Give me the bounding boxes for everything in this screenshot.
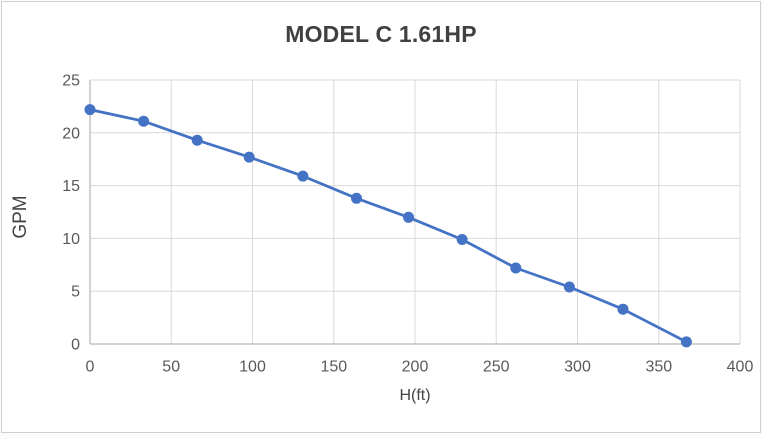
svg-text:20: 20	[62, 125, 80, 142]
svg-text:50: 50	[162, 359, 180, 376]
svg-text:5: 5	[71, 284, 80, 301]
svg-text:300: 300	[564, 359, 591, 376]
svg-text:0: 0	[86, 359, 95, 376]
svg-text:250: 250	[483, 359, 510, 376]
svg-text:150: 150	[320, 359, 347, 376]
svg-text:200: 200	[402, 359, 429, 376]
svg-text:0: 0	[71, 337, 80, 354]
svg-text:15: 15	[62, 178, 80, 195]
svg-text:H(ft): H(ft)	[399, 387, 430, 404]
svg-text:10: 10	[62, 231, 80, 248]
svg-text:400: 400	[727, 359, 754, 376]
svg-text:100: 100	[239, 359, 266, 376]
svg-text:GPM: GPM	[10, 195, 31, 238]
svg-text:350: 350	[645, 359, 672, 376]
svg-text:25: 25	[62, 73, 80, 90]
